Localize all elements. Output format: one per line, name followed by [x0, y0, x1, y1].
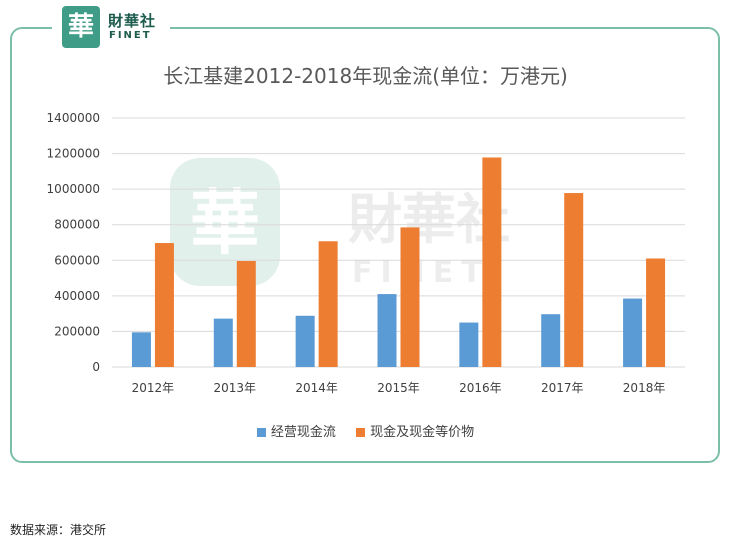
bar-cash-equivalents: [318, 241, 338, 367]
gridlines: [112, 117, 685, 368]
legend-label-cash-equivalents: 现金及现金等价物: [370, 425, 475, 440]
bar-cash-equivalents: [646, 258, 666, 367]
legend-swatch-cash-equivalents: [356, 428, 366, 437]
logo-english-name: FINET: [109, 30, 152, 41]
y-tick-label: 1200000: [47, 147, 100, 161]
y-tick-label: 1000000: [47, 182, 100, 196]
bar-cash-equivalents: [482, 157, 502, 367]
bar-operating-cashflow: [541, 314, 561, 367]
bar-cash-equivalents: [564, 193, 584, 367]
logo-seal: 華: [62, 6, 100, 48]
x-tick-label: 2013年: [214, 381, 257, 395]
x-tick-label: 2015年: [377, 381, 420, 395]
y-tick-label: 200000: [54, 324, 100, 338]
x-axis: 2012年 2013年 2014年 2015年 2016年 2017年 2018年: [132, 381, 666, 395]
bar-cash-equivalents: [236, 260, 256, 367]
legend-swatch-operating-cashflow: [256, 428, 266, 437]
finet-logo: 華 財華社 FINET: [52, 0, 170, 56]
bar-operating-cashflow: [295, 315, 315, 367]
logo-chinese-name: 財華社: [108, 12, 157, 30]
chart-frame: [10, 27, 720, 463]
bars: [131, 157, 666, 367]
bar-operating-cashflow: [623, 298, 643, 367]
y-tick-label: 600000: [54, 253, 100, 267]
source-note: 数据来源：港交所: [10, 523, 107, 537]
x-tick-label: 2017年: [541, 381, 584, 395]
legend-item-operating-cashflow: 经营现金流: [256, 421, 336, 440]
legend: 经营现金流 现金及现金等价物: [0, 421, 731, 440]
y-axis: 0 200000 400000 600000 800000 1000000 1200000 1…: [47, 111, 100, 374]
bar-operating-cashflow: [213, 318, 233, 367]
y-tick-label: 400000: [54, 289, 100, 303]
bar-operating-cashflow: [377, 294, 397, 367]
y-tick-label: 800000: [54, 218, 100, 232]
watermark: 華 財華社 FINET: [170, 158, 510, 290]
bar-cash-equivalents: [154, 243, 174, 367]
y-tick-label: 1400000: [47, 111, 100, 125]
x-tick-label: 2012年: [132, 381, 175, 395]
x-tick-label: 2014年: [295, 381, 338, 395]
bar-operating-cashflow: [131, 332, 151, 367]
x-tick-label: 2018年: [623, 381, 666, 395]
bar-operating-cashflow: [459, 322, 479, 367]
chart-title: 长江基建2012-2018年现金流(单位：万港元): [163, 64, 568, 88]
x-tick-label: 2016年: [459, 381, 502, 395]
watermark-seal-char: 華: [190, 181, 260, 264]
legend-item-cash-equivalents: 现金及现金等价物: [356, 421, 474, 440]
bar-cash-equivalents: [400, 227, 420, 367]
watermark-seal: [170, 158, 280, 286]
y-tick-label: 0: [92, 360, 100, 374]
legend-label-operating-cashflow: 经营现金流: [270, 425, 336, 440]
